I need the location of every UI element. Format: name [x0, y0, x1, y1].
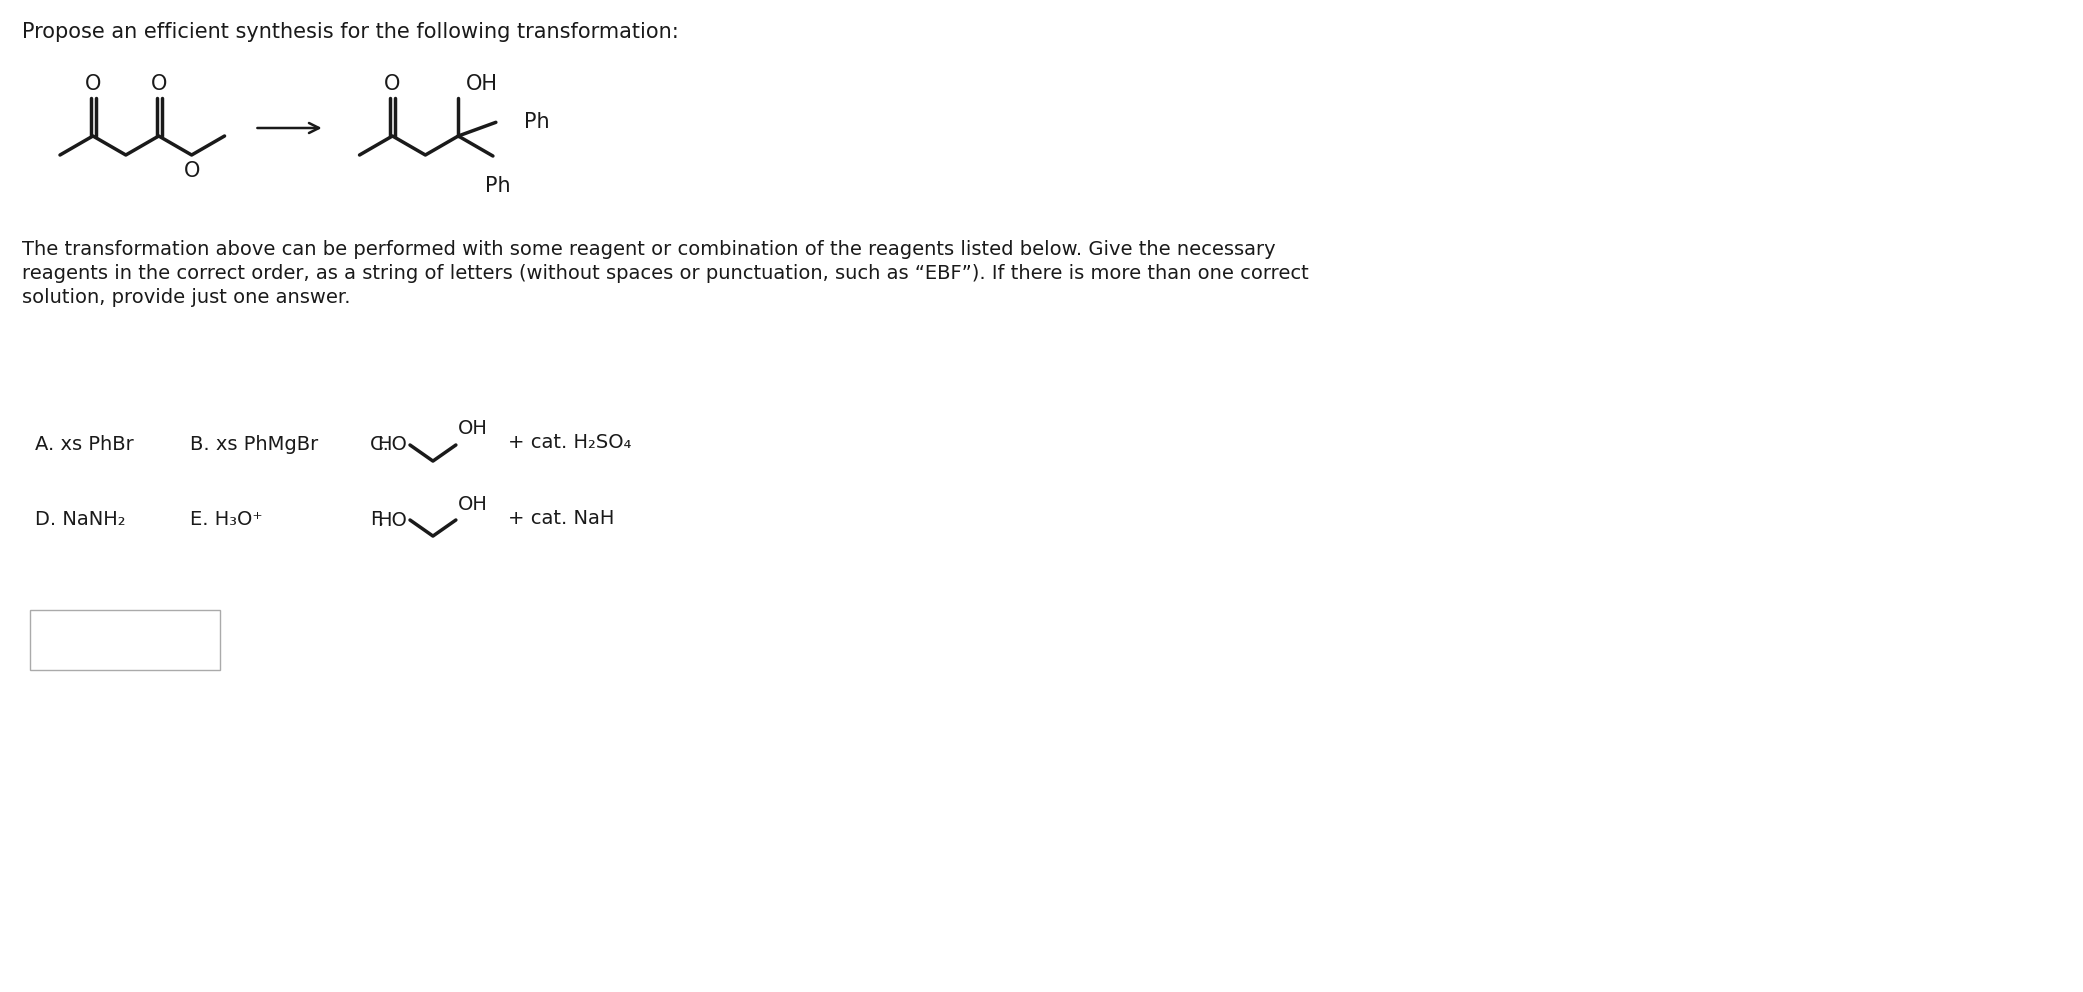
Text: Ph: Ph	[523, 112, 550, 132]
Text: F.: F.	[371, 510, 385, 529]
Text: OH: OH	[458, 420, 487, 438]
Text: O: O	[183, 161, 200, 181]
Text: O: O	[85, 74, 102, 94]
Text: HO: HO	[377, 511, 406, 530]
Text: O: O	[383, 74, 400, 94]
Text: E. H₃O⁺: E. H₃O⁺	[190, 510, 262, 529]
Text: Ph: Ph	[485, 176, 510, 196]
Text: A. xs PhBr: A. xs PhBr	[35, 435, 133, 454]
Text: solution, provide just one answer.: solution, provide just one answer.	[23, 288, 350, 307]
Text: B. xs PhMgBr: B. xs PhMgBr	[190, 435, 319, 454]
Text: HO: HO	[377, 435, 406, 454]
Text: reagents in the correct order, as a string of letters (without spaces or punctua: reagents in the correct order, as a stri…	[23, 264, 1308, 283]
Text: + cat. H₂SO₄: + cat. H₂SO₄	[508, 434, 631, 452]
Text: OH: OH	[458, 494, 487, 514]
Text: OH: OH	[467, 74, 498, 94]
FancyBboxPatch shape	[29, 610, 221, 670]
Text: O: O	[150, 74, 167, 94]
Text: C.: C.	[371, 435, 390, 454]
Text: + cat. NaH: + cat. NaH	[508, 509, 614, 528]
Text: Propose an efficient synthesis for the following transformation:: Propose an efficient synthesis for the f…	[23, 22, 679, 42]
Text: The transformation above can be performed with some reagent or combination of th: The transformation above can be performe…	[23, 240, 1275, 259]
Text: D. NaNH₂: D. NaNH₂	[35, 510, 125, 529]
